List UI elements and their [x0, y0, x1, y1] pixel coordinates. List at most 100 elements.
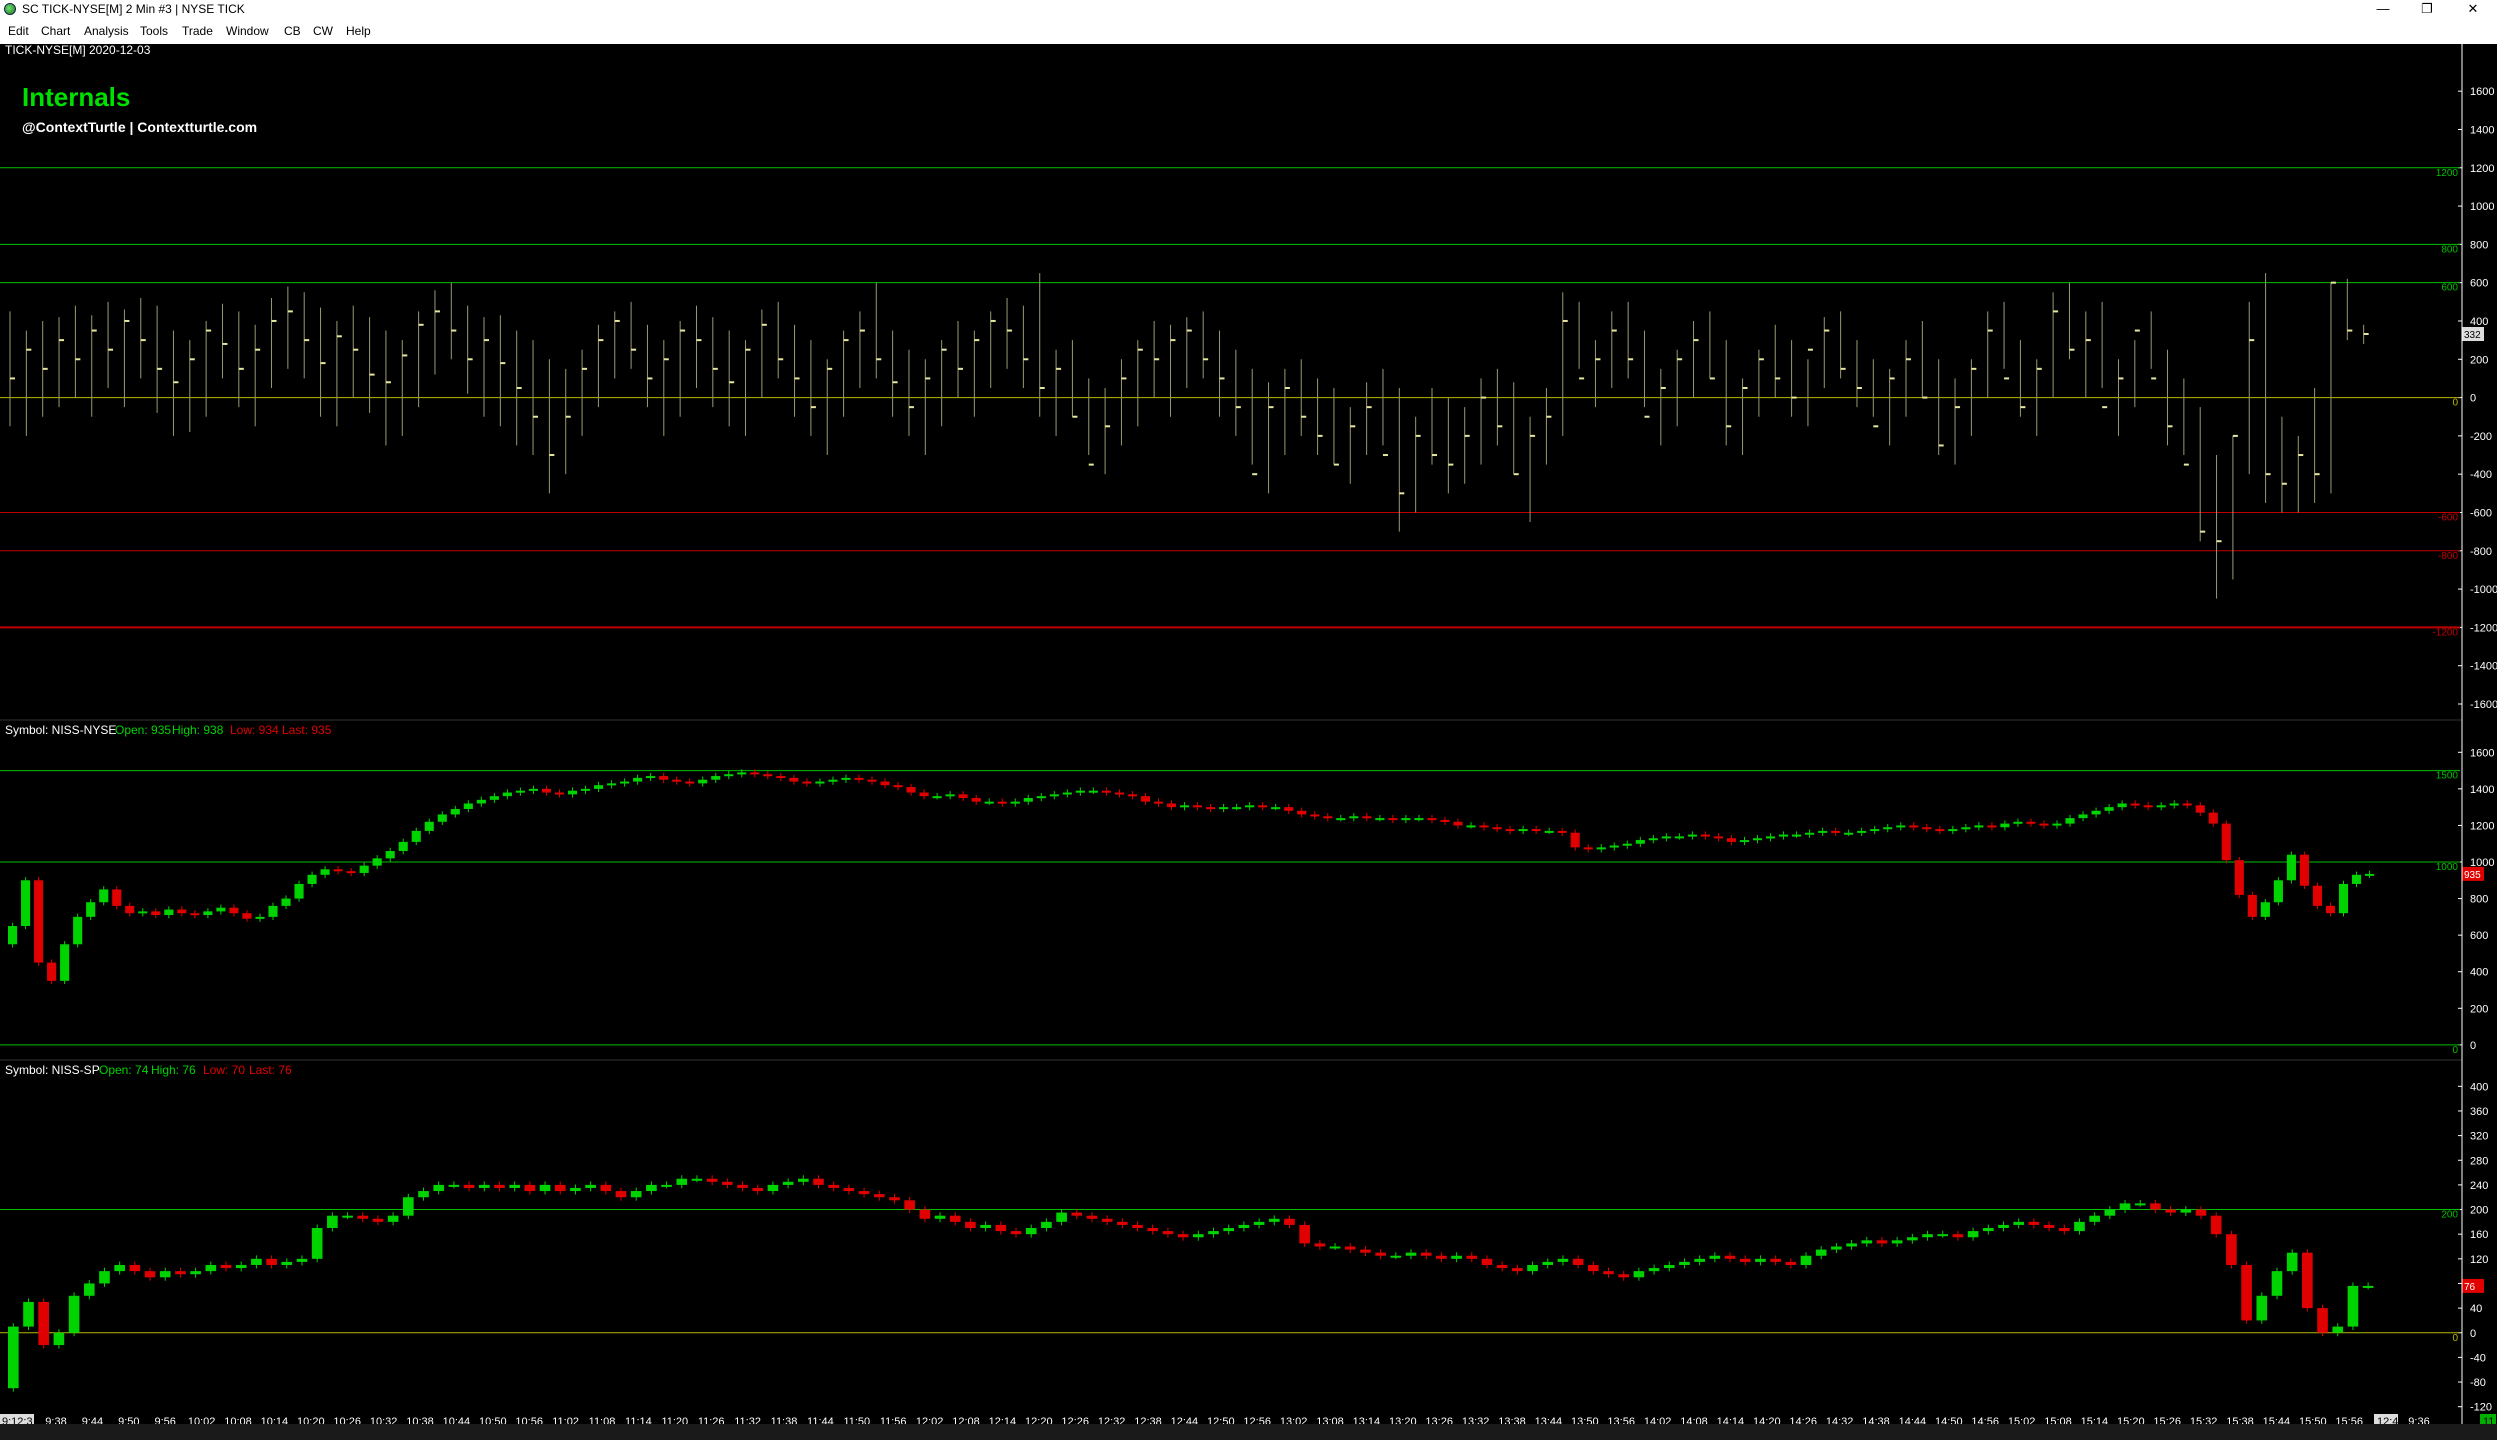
candle-body [1570, 832, 1580, 848]
time-tick-label: 12:44 [1171, 1416, 1199, 1424]
axis-tick-label: 1000 [2470, 201, 2494, 213]
candle-body [1800, 1255, 1812, 1265]
candle-body [463, 803, 473, 809]
candle-body [281, 1261, 293, 1265]
chart-area[interactable]: TICK-NYSE[M] 2020-12-03 Internals @Conte… [0, 44, 2497, 1424]
candle-body [1284, 1218, 1295, 1225]
candle-body [1036, 796, 1046, 799]
candle-body [1466, 1255, 1478, 1259]
candle-body [21, 880, 31, 926]
candle-body [1663, 1264, 1675, 1269]
time-tick-label: 15:56 [2335, 1416, 2363, 1424]
menu-analysis[interactable]: Analysis [84, 24, 129, 38]
candle-body [867, 779, 877, 782]
candle-body [1512, 1268, 1523, 1272]
menu-help[interactable]: Help [346, 24, 371, 38]
candle-body [1792, 834, 1802, 837]
candle-body [1674, 836, 1684, 839]
candle-body [763, 774, 773, 777]
minimize-button[interactable]: — [2376, 1, 2390, 16]
candle-body [1987, 825, 1997, 828]
axis-tick-label: 280 [2470, 1155, 2488, 1167]
candle-body [190, 1271, 201, 1275]
candle-body [1778, 834, 1789, 837]
candle-body [1883, 827, 1893, 830]
time-tick-label: 12:26 [1061, 1416, 1089, 1424]
candle-body [437, 814, 447, 822]
corner-marker-box [2480, 1414, 2496, 1424]
candle-body [411, 830, 421, 842]
candle-body [524, 1184, 536, 1192]
candle-body [138, 911, 148, 914]
axis-tick-label: 200 [2470, 354, 2488, 366]
candle-body [23, 1301, 34, 1327]
candle-body [997, 801, 1007, 804]
menu-cw[interactable]: CW [313, 24, 333, 38]
candle-body [1891, 1240, 1903, 1244]
candle-body [1344, 1246, 1356, 1250]
candle-body [151, 911, 161, 916]
axis-tick-label: 360 [2470, 1106, 2488, 1118]
menu-tools[interactable]: Tools [140, 24, 169, 38]
candle-body [333, 869, 343, 872]
candle-body [1117, 1221, 1128, 1225]
candle-body [854, 777, 864, 780]
time-tick-label: 11:32 [734, 1416, 761, 1424]
axis-tick-label: 0 [2470, 393, 2476, 405]
time-tick-label: 12:14 [989, 1416, 1017, 1424]
candle-body [1075, 790, 1085, 793]
candle-body [2286, 1252, 2298, 1272]
axis-tick-label: 400 [2470, 1081, 2488, 1093]
candle-body [776, 776, 786, 779]
candle-body [1101, 790, 1111, 793]
candle-body [646, 776, 656, 779]
candle-body [1147, 1228, 1159, 1232]
time-right-marker-box [2374, 1414, 2398, 1424]
time-tick-label: 12:38 [1134, 1416, 1162, 1424]
candle-body [841, 777, 851, 780]
time-tick-label: 13:26 [1425, 1416, 1453, 1424]
candle-body [1258, 805, 1268, 808]
menu-window[interactable]: Window [226, 24, 269, 38]
menu-cb[interactable]: CB [284, 24, 301, 38]
candle-body [1010, 801, 1020, 804]
candle-body [266, 1258, 277, 1265]
candle-body [1687, 834, 1697, 837]
candle-body [99, 1271, 110, 1284]
axis-tick-label: 40 [2470, 1303, 2482, 1315]
candle-body [1427, 818, 1437, 821]
menu-edit[interactable]: Edit [8, 24, 29, 38]
time-tick-label: 14:50 [1935, 1416, 1963, 1424]
candle-body [1253, 1221, 1265, 1225]
candle-body [205, 1264, 217, 1272]
candle-body [843, 1187, 855, 1192]
candle-body [711, 776, 721, 780]
close-button[interactable]: ✕ [2467, 1, 2479, 16]
maximize-button[interactable]: ❐ [2421, 1, 2433, 16]
candle-body [750, 772, 760, 775]
candle-body [1223, 1228, 1235, 1232]
candle-body [1329, 1246, 1341, 1249]
candle-body [1297, 810, 1307, 815]
time-tick-label: 10:20 [297, 1416, 325, 1424]
menu-chart[interactable]: Chart [41, 24, 71, 38]
candle-body [1496, 1264, 1508, 1269]
candle-body [2256, 1295, 2268, 1321]
candle-body [2195, 805, 2205, 813]
menu-trade[interactable]: Trade [182, 24, 213, 38]
candle-body [296, 1258, 308, 1262]
menu-bar: Edit Chart Analysis Tools Trade Window C… [0, 18, 2497, 44]
time-tick-label: 15:20 [2117, 1416, 2145, 1424]
candle-body [1937, 1234, 1949, 1237]
candle-body [1755, 1258, 1766, 1262]
time-tick-label: 13:38 [1498, 1416, 1526, 1424]
legend-low: Low: 70 [203, 1063, 245, 1077]
time-tick-label: 10:44 [443, 1416, 471, 1424]
candle-body [828, 779, 838, 782]
time-tick-label: 11:08 [589, 1416, 616, 1424]
candle-body [294, 883, 304, 899]
candle-body [2226, 1234, 2237, 1265]
legend-last: Last: 76 [249, 1063, 292, 1077]
candle-body [1153, 801, 1164, 804]
candle-body [1557, 1258, 1569, 1262]
